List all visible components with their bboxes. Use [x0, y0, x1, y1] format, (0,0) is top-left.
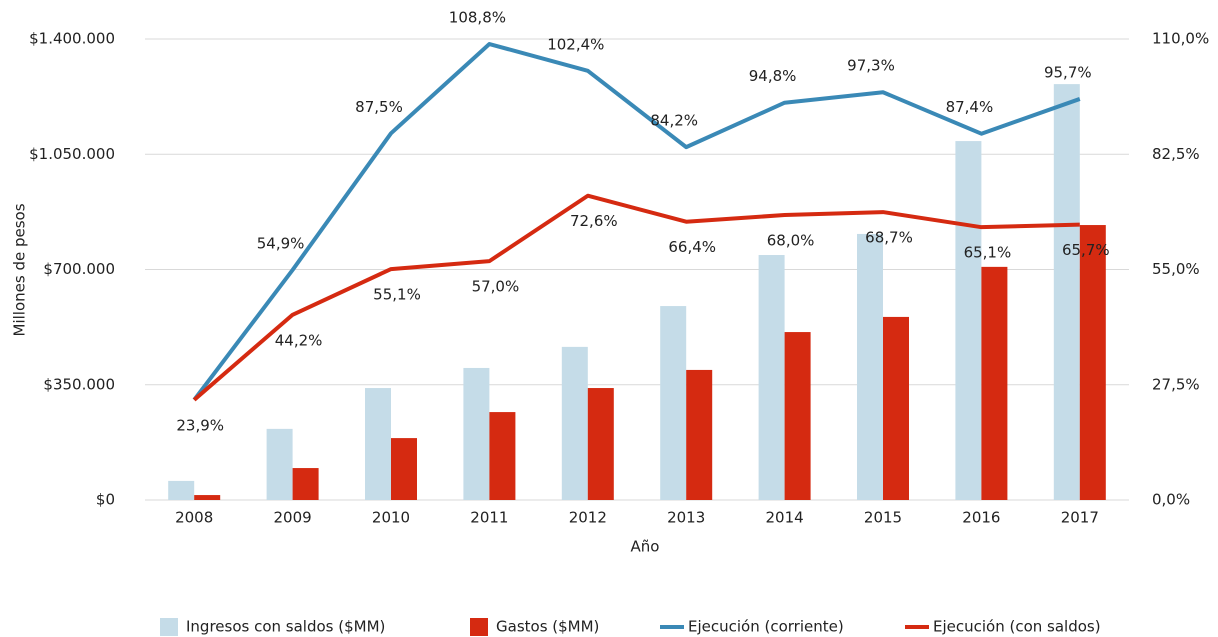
y-tick-label: $0 [96, 491, 115, 509]
legend-label: Ejecución (con saldos) [933, 618, 1101, 636]
x-tick-label: 2010 [372, 509, 410, 527]
bar [194, 495, 221, 500]
bar [587, 388, 614, 500]
data-label: 54,9% [257, 234, 305, 252]
x-axis-title: Año [631, 538, 660, 556]
bar [883, 316, 909, 500]
y2-tick-label: 82,5% [1152, 145, 1200, 163]
x-tick-label: 2009 [274, 509, 312, 527]
y-axis-title: Millones de pesos [11, 203, 29, 336]
line [192, 193, 1080, 402]
data-label: 95,7% [1044, 63, 1092, 81]
bar [981, 266, 1008, 500]
data-label: 65,7% [1062, 241, 1110, 259]
x-tick-label: 2013 [667, 509, 705, 527]
data-label: 108,8% [449, 9, 506, 27]
x-tick-label: 2008 [175, 509, 213, 527]
y2-tick-label: 110,0% [1152, 30, 1209, 48]
x-tick-label: 2011 [470, 509, 508, 527]
data-label: 23,9% [176, 416, 224, 434]
bar [1053, 84, 1080, 500]
data-label: 87,5% [355, 98, 403, 116]
y2-tick-label: 27,5% [1152, 375, 1200, 393]
y2-tick-label: 55,0% [1152, 260, 1200, 278]
bar [266, 428, 293, 500]
data-label: 68,0% [767, 232, 815, 250]
data-label: 68,7% [865, 229, 913, 247]
y-tick-label: $1.050.000 [29, 145, 115, 163]
data-label: 44,2% [275, 331, 323, 349]
x-tick-label: 2015 [864, 509, 902, 527]
legend-swatch [470, 618, 488, 636]
y-tick-label: $700.000 [43, 260, 115, 278]
legend-label: Ejecución (corriente) [688, 618, 844, 636]
x-tick-label: 2017 [1061, 509, 1099, 527]
legend-label: Gastos ($MM) [496, 618, 599, 636]
data-label: 84,2% [650, 112, 698, 130]
bar [168, 480, 195, 500]
bar [463, 367, 490, 500]
data-label: 97,3% [847, 57, 895, 75]
bar [391, 438, 417, 500]
bar [758, 255, 785, 500]
bar [784, 332, 811, 500]
data-label: 65,1% [964, 244, 1012, 262]
bar [660, 306, 687, 500]
y-tick-label: $1.400.000 [29, 30, 115, 48]
data-label: 55,1% [373, 286, 421, 304]
x-tick-label: 2016 [962, 509, 1000, 527]
bar [955, 141, 982, 501]
y2-tick-label: 0,0% [1152, 491, 1190, 509]
data-label: 66,4% [668, 238, 716, 256]
bar [365, 388, 391, 500]
line [192, 42, 1081, 402]
bar [686, 369, 713, 500]
x-tick-label: 2012 [569, 509, 607, 527]
data-label: 102,4% [547, 35, 604, 53]
data-label: 87,4% [946, 98, 994, 116]
bar [561, 346, 588, 500]
data-label: 57,0% [472, 278, 520, 296]
legend-label: Ingresos con saldos ($MM) [186, 618, 385, 636]
data-label: 94,8% [749, 67, 797, 85]
x-tick-label: 2014 [766, 509, 804, 527]
data-label: 72,6% [570, 212, 618, 230]
bar [292, 468, 319, 500]
bar [489, 412, 516, 500]
y-tick-label: $350.000 [43, 375, 115, 393]
bar [857, 233, 883, 501]
bar [1079, 225, 1106, 500]
legend-swatch [160, 618, 178, 636]
